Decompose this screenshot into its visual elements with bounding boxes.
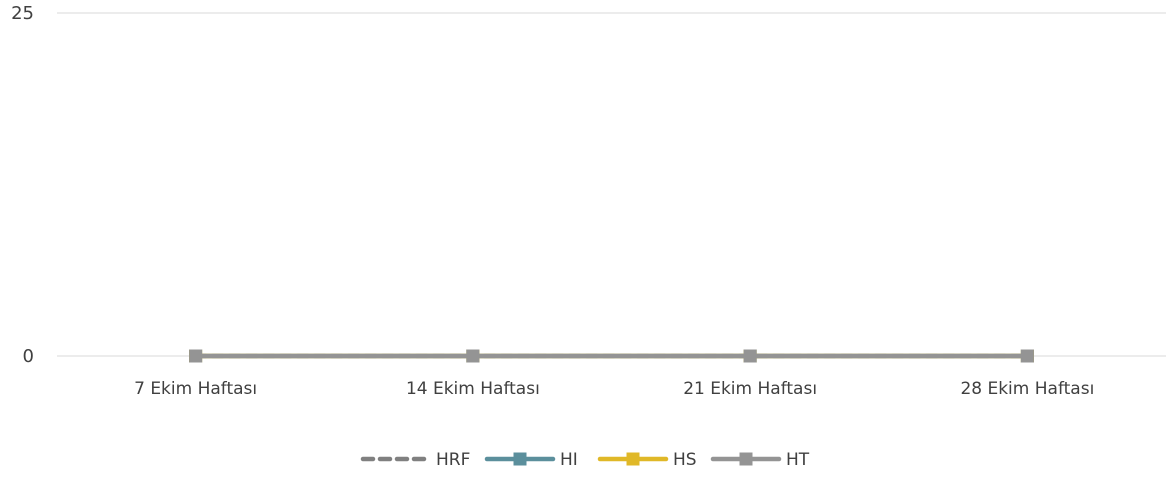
data-point-ht [189, 349, 203, 363]
legend: HRF HI HS HT [360, 450, 810, 470]
legend-item-hrf: HRF [360, 450, 470, 470]
legend-item-hi: HI [484, 450, 578, 470]
x-axis-ticks: 7 Ekim Haftası 14 Ekim Haftası 21 Ekim Haf… [134, 379, 1094, 399]
legend-item-hs: HS [597, 450, 697, 470]
legend-label-hi: HI [560, 450, 578, 470]
legend-marker-ht [739, 452, 753, 466]
legend-item-ht: HT [710, 450, 810, 470]
data-point-ht [466, 349, 480, 363]
legend-label-hrf: HRF [436, 450, 470, 470]
y-tick-label: 25 [11, 3, 34, 24]
x-tick-label: 28 Ekim Haftası [960, 379, 1094, 399]
x-tick-label: 14 Ekim Haftası [406, 379, 540, 399]
series-lines [189, 349, 1034, 363]
y-tick-label: 0 [23, 346, 34, 367]
legend-label-ht: HT [786, 450, 810, 470]
data-point-ht [743, 349, 757, 363]
legend-label-hs: HS [673, 450, 697, 470]
x-tick-label: 7 Ekim Haftası [134, 379, 257, 399]
legend-marker-hs [626, 452, 640, 466]
y-axis-ticks: 0 25 [11, 3, 34, 367]
x-tick-label: 21 Ekim Haftası [683, 379, 817, 399]
data-point-ht [1020, 349, 1034, 363]
legend-marker-hi [513, 452, 527, 466]
gridlines [57, 12, 1166, 357]
